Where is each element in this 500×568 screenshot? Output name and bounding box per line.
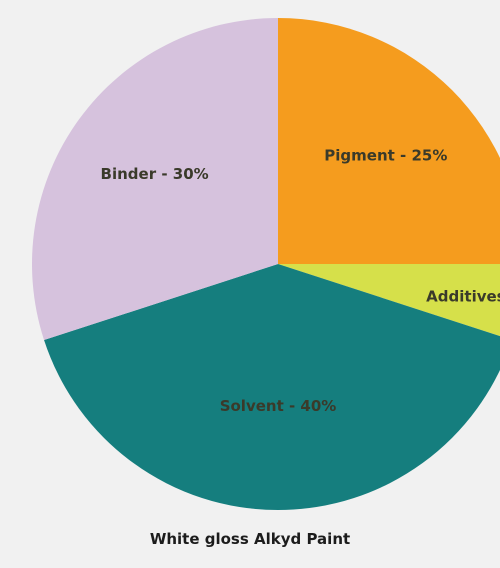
pie-slice-additives: [278, 264, 500, 337]
pie-slice-pigment: [278, 18, 500, 264]
pie-chart-canvas: Pigment - 25% Additives - 5% Solvent - 40%…: [31, 18, 500, 511]
pie-slices: [31, 18, 500, 511]
pie-label-pigment: Pigment - 25%: [324, 147, 447, 165]
pie-label-binder: Binder - 30%: [101, 165, 209, 183]
pie-slice-binder: [31, 18, 278, 341]
pie-slice-solvent: [44, 264, 500, 511]
pie-label-solvent: Solvent - 40%: [220, 397, 337, 415]
pie-label-additives: Additives - 5%: [426, 288, 500, 306]
chart-title: White gloss Alkyd Paint: [149, 530, 351, 548]
pie-labels: Pigment - 25% Additives - 5% Solvent - 40%…: [101, 147, 500, 416]
